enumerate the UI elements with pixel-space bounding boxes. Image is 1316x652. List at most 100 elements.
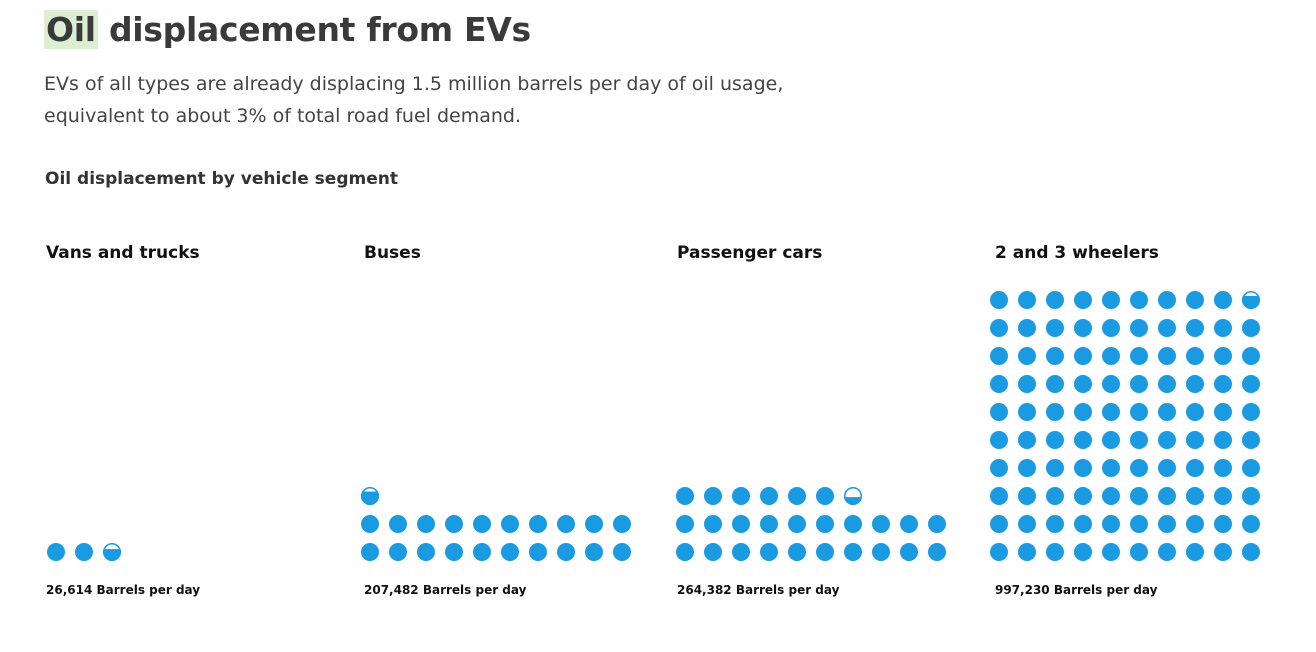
chart-title: Oil displacement by vehicle segment	[45, 169, 398, 189]
2-and-3-wheelers-dot	[1074, 375, 1092, 393]
2-and-3-wheelers-dot	[990, 347, 1008, 365]
2-and-3-wheelers-dot	[1130, 319, 1148, 337]
passenger-cars-dot	[676, 515, 694, 533]
buses-dot	[501, 543, 519, 561]
2-and-3-wheelers-dot	[1130, 403, 1148, 421]
2-and-3-wheelers-dot	[1214, 319, 1232, 337]
2-and-3-wheelers-dot	[1130, 431, 1148, 449]
buses-dot	[557, 515, 575, 533]
passenger-cars-dot	[676, 543, 694, 561]
2-and-3-wheelers-dot	[1186, 375, 1204, 393]
2-and-3-wheelers-dot	[1018, 375, 1036, 393]
2-and-3-wheelers-dot	[990, 515, 1008, 533]
passenger-cars-dot	[816, 543, 834, 561]
buses-dot	[417, 543, 435, 561]
2-and-3-wheelers-dot	[1130, 459, 1148, 477]
2-and-3-wheelers-dot	[1046, 375, 1064, 393]
passenger-cars-dot	[704, 515, 722, 533]
buses-dot	[473, 515, 491, 533]
2-and-3-wheelers-dot	[1018, 347, 1036, 365]
2-and-3-wheelers-dot	[1214, 487, 1232, 505]
buses-dot	[585, 515, 603, 533]
buses-dot	[585, 543, 603, 561]
2-and-3-wheelers-dot	[1018, 543, 1036, 561]
2-and-3-wheelers-dot	[1046, 459, 1064, 477]
2-and-3-wheelers-dot	[1242, 431, 1260, 449]
2-and-3-wheelers-dot	[1186, 319, 1204, 337]
2-and-3-wheelers-dot	[1242, 515, 1260, 533]
passenger-cars-dot	[676, 487, 694, 505]
2-and-3-wheelers-dot	[1046, 515, 1064, 533]
buses-dot	[445, 543, 463, 561]
segment-value-buses: 207,482 Barrels per day	[364, 583, 527, 597]
2-and-3-wheelers-dot	[990, 543, 1008, 561]
segment-value-passenger-cars: 264,382 Barrels per day	[677, 583, 840, 597]
2-and-3-wheelers-dot	[1214, 459, 1232, 477]
buses-dot	[501, 515, 519, 533]
passenger-cars-dot	[844, 543, 862, 561]
2-and-3-wheelers-dot	[1046, 431, 1064, 449]
2-and-3-wheelers-dot	[1158, 543, 1176, 561]
2-and-3-wheelers-dot	[1074, 515, 1092, 533]
2-and-3-wheelers-dot	[1158, 515, 1176, 533]
2-and-3-wheelers-dot	[1130, 375, 1148, 393]
2-and-3-wheelers-dot	[1214, 431, 1232, 449]
2-and-3-wheelers-dot	[1186, 347, 1204, 365]
segment-title-buses: Buses	[364, 243, 421, 263]
2-and-3-wheelers-dot	[1186, 291, 1204, 309]
2-and-3-wheelers-dot	[1158, 347, 1176, 365]
2-and-3-wheelers-dot	[1186, 543, 1204, 561]
2-and-3-wheelers-dot	[1186, 515, 1204, 533]
passenger-cars-dot	[732, 487, 750, 505]
2-and-3-wheelers-dot	[1158, 319, 1176, 337]
segment-title-2-3-wheelers: 2 and 3 wheelers	[995, 243, 1159, 263]
2-and-3-wheelers-dot	[1214, 515, 1232, 533]
passenger-cars-dot	[928, 543, 946, 561]
passenger-cars-dot	[704, 543, 722, 561]
2-and-3-wheelers-dot	[1102, 347, 1120, 365]
2-and-3-wheelers-dot	[1018, 515, 1036, 533]
2-and-3-wheelers-dot	[1102, 291, 1120, 309]
2-and-3-wheelers-dot	[1102, 319, 1120, 337]
2-and-3-wheelers-dot	[1074, 347, 1092, 365]
2-and-3-wheelers-dot	[1102, 431, 1120, 449]
2-and-3-wheelers-dot	[1102, 403, 1120, 421]
buses-dot	[361, 543, 379, 561]
title-highlight: Oil	[44, 10, 98, 49]
segment-value-vans-trucks: 26,614 Barrels per day	[46, 583, 201, 597]
2-and-3-wheelers-dot	[1242, 459, 1260, 477]
2-and-3-wheelers-dot	[990, 431, 1008, 449]
2-and-3-wheelers-dot	[1046, 291, 1064, 309]
2-and-3-wheelers-dot	[1074, 487, 1092, 505]
2-and-3-wheelers-dot	[1130, 515, 1148, 533]
2-and-3-wheelers-dot	[1130, 291, 1148, 309]
2-and-3-wheelers-dot	[1102, 515, 1120, 533]
passenger-cars-dot	[760, 487, 778, 505]
passenger-cars-dot	[872, 543, 890, 561]
2-and-3-wheelers-dot	[1214, 403, 1232, 421]
passenger-cars-dot	[704, 487, 722, 505]
2-and-3-wheelers-dot	[1186, 403, 1204, 421]
passenger-cars-dot	[844, 515, 862, 533]
2-and-3-wheelers-dot	[990, 487, 1008, 505]
2-and-3-wheelers-dot	[1130, 543, 1148, 561]
2-and-3-wheelers-dot	[1214, 375, 1232, 393]
2-and-3-wheelers-dot	[990, 319, 1008, 337]
2-and-3-wheelers-dot	[1102, 459, 1120, 477]
2-and-3-wheelers-dot	[1046, 347, 1064, 365]
buses-dot	[389, 543, 407, 561]
buses-dot	[417, 515, 435, 533]
2-and-3-wheelers-dot	[1214, 347, 1232, 365]
2-and-3-wheelers-dot	[1242, 347, 1260, 365]
2-and-3-wheelers-dot	[1158, 403, 1176, 421]
buses-dot	[473, 543, 491, 561]
2-and-3-wheelers-dot	[1018, 431, 1036, 449]
page-subtitle: EVs of all types are already displacing …	[44, 73, 784, 127]
segment-title-vans-trucks: Vans and trucks	[46, 243, 200, 263]
buses-dot-partial	[361, 487, 379, 505]
buses-dot	[613, 543, 631, 561]
2-and-3-wheelers-dot	[1074, 319, 1092, 337]
title-rest: displacement from EVs	[97, 10, 531, 49]
passenger-cars-dot-partial	[844, 487, 862, 505]
